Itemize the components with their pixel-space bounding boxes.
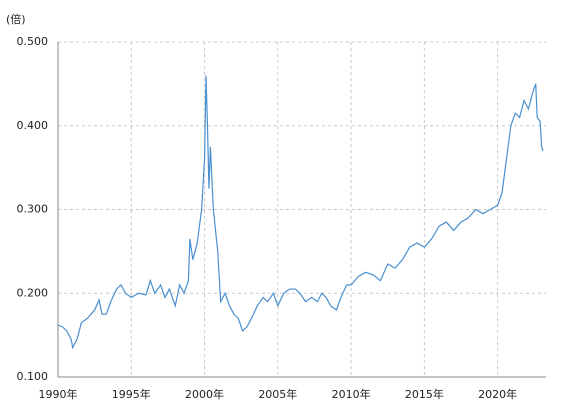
y-tick-label: 0.200 — [17, 286, 49, 299]
data-line — [57, 75, 544, 350]
x-tick-label: 2010年 — [332, 387, 371, 401]
x-tick-label: 1990年 — [39, 387, 78, 401]
y-tick-label: 0.100 — [17, 370, 49, 383]
x-tick-label: 2005年 — [258, 387, 297, 401]
x-tick-label: 1995年 — [112, 387, 151, 401]
x-tick-label: 2000年 — [185, 387, 224, 401]
y-unit-label: (倍) — [6, 12, 26, 26]
y-tick-label: 0.400 — [17, 119, 49, 132]
x-tick-label: 2015年 — [405, 387, 444, 401]
y-tick-label: 0.300 — [17, 203, 49, 216]
y-tick-label: 0.500 — [17, 35, 49, 48]
x-tick-label: 2020年 — [478, 387, 517, 401]
